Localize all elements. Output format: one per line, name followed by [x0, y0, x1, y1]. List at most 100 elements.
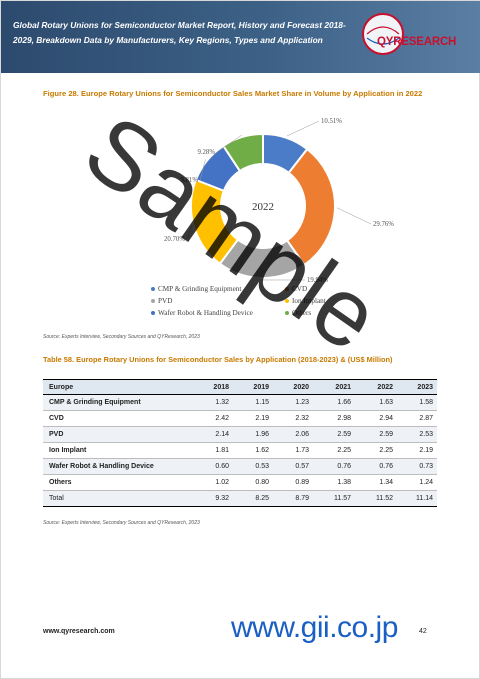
table-cell: 2.25 [355, 442, 397, 459]
donut-chart: 10.51% 29.76% 19.94% 20.70% 9.81% 9.28% 2022 [164, 118, 394, 284]
table-cell: 0.80 [233, 474, 273, 491]
legend-label: Wafer Robot & Handling Device [158, 309, 253, 317]
table-cell: 0.60 [193, 458, 233, 475]
table-row: CMP & Grinding Equipment 1.32 1.15 1.23 1.66… [43, 394, 437, 411]
legend-item: Ion Implant [285, 297, 326, 305]
table-cell: 2.19 [233, 410, 273, 427]
table-cell: 0.89 [273, 474, 313, 491]
legend-label: CVD [292, 285, 308, 293]
table-row: Others 1.02 0.80 0.89 1.38 1.34 1.24 [43, 474, 437, 491]
legend-label: Ion Implant [292, 297, 326, 305]
table-cell: 1.62 [233, 442, 273, 459]
table-cell: 2.98 [313, 410, 355, 427]
legend-label: Others [292, 309, 312, 317]
leader-line [216, 134, 242, 153]
leader-line [186, 226, 193, 240]
table-cell: 1.58 [397, 394, 437, 411]
leader-line [199, 159, 206, 181]
table-cell: 1.34 [355, 474, 397, 491]
row-label: Total [43, 490, 193, 507]
report-header: Global Rotary Unions for Semiconductor M… [1, 1, 480, 73]
table-cell: 1.23 [273, 394, 313, 411]
row-label: Others [43, 474, 193, 491]
table-cell: 2.87 [397, 410, 437, 427]
table-cell: 1.38 [313, 474, 355, 491]
table-cell: 1.73 [273, 442, 313, 459]
table-header-year: 2018 [193, 379, 233, 395]
table-cell: 2.59 [313, 426, 355, 443]
legend-swatch [151, 287, 155, 292]
row-label: CMP & Grinding Equipment [43, 394, 193, 411]
slice-percent-label: 29.76% [373, 221, 394, 228]
row-label: Wafer Robot & Handling Device [43, 458, 193, 475]
legend-item: CMP & Grinding Equipment [151, 285, 241, 293]
table-cell: 8.25 [233, 490, 273, 507]
table-header-year: 2019 [233, 379, 273, 395]
legend-swatch [151, 311, 155, 316]
table-row: CVD 2.42 2.19 2.32 2.98 2.94 2.87 [43, 410, 437, 427]
legend-swatch [285, 311, 289, 316]
row-label: Ion Implant [43, 442, 193, 459]
row-label: PVD [43, 426, 193, 443]
page-number: 42 [419, 628, 427, 635]
table-cell: 2.42 [193, 410, 233, 427]
table-cell: 11.14 [397, 490, 437, 507]
qyresearch-logo: QYRESEARCH [361, 12, 473, 60]
table-cell: 2.59 [355, 426, 397, 443]
legend-item: PVD [151, 297, 172, 305]
table-header-year: 2023 [397, 379, 437, 395]
table-cell: 0.57 [273, 458, 313, 475]
table-cell: 2.06 [273, 426, 313, 443]
table-row: PVD 2.14 1.96 2.06 2.59 2.59 2.53 [43, 426, 437, 443]
table-cell: 1.24 [397, 474, 437, 491]
legend-label: CMP & Grinding Equipment [158, 285, 242, 293]
table-row: Ion Implant 1.81 1.62 1.73 2.25 2.25 2.19 [43, 442, 437, 459]
table-caption: Table 58. Europe Rotary Unions for Semic… [43, 355, 393, 364]
table-cell: 1.15 [233, 394, 273, 411]
legend-swatch [285, 287, 289, 292]
slice-percent-label: 9.28% [197, 149, 215, 156]
table-cell: 2.32 [273, 410, 313, 427]
figure-source: Source: Experts Interview, Secondary Sou… [43, 334, 200, 340]
table-cell: 1.81 [193, 442, 233, 459]
table-cell: 11.52 [355, 490, 397, 507]
slice-percent-label: 10.51% [321, 118, 342, 125]
report-title: Global Rotary Unions for Semiconductor M… [13, 20, 346, 45]
table-source: Source: Experts Interview, Secondary Sou… [43, 520, 200, 526]
table-cell: 11.57 [313, 490, 355, 507]
slice-percent-label: 20.70% [164, 236, 185, 243]
table-cell: 8.79 [273, 490, 313, 507]
figure-caption: Figure 28. Europe Rotary Unions for Semi… [43, 89, 423, 98]
table-cell: 2.14 [193, 426, 233, 443]
logo-text: QYRESEARCH [377, 36, 457, 48]
table-cell: 2.53 [397, 426, 437, 443]
table-cell: 0.76 [313, 458, 355, 475]
table-header-year: 2022 [355, 379, 397, 395]
table-cell: 1.96 [233, 426, 273, 443]
table-cell: 9.32 [193, 490, 233, 507]
legend-item: Others [285, 309, 311, 317]
row-label: CVD [43, 410, 193, 427]
table-cell: 1.32 [193, 394, 233, 411]
table-cell: 1.66 [313, 394, 355, 411]
table-row: Wafer Robot & Handling Device 0.60 0.53 0.5… [43, 458, 437, 475]
center-year-label: 2022 [252, 201, 274, 213]
table-header-year: 2021 [313, 379, 355, 395]
donut-slice [285, 147, 336, 267]
slice-percent-label: 19.94% [307, 277, 328, 284]
table-cell: 2.25 [313, 442, 355, 459]
legend-item: Wafer Robot & Handling Device [151, 309, 253, 317]
table-header-region: Europe [43, 379, 193, 395]
table-cell: 2.94 [355, 410, 397, 427]
legend-item: CVD [285, 285, 307, 293]
table-header-row: Europe 2018 2019 2020 2021 2022 2023 [43, 379, 437, 395]
sales-table: Europe 2018 2019 2020 2021 2022 2023 CMP & Gri… [43, 379, 437, 507]
leader-line [286, 120, 320, 137]
legend-label: PVD [158, 297, 173, 305]
table-cell: 1.02 [193, 474, 233, 491]
table-cell: 1.63 [355, 394, 397, 411]
table-cell: 2.19 [397, 442, 437, 459]
table-cell: 0.73 [397, 458, 437, 475]
footer-url[interactable]: www.qyresearch.com [43, 628, 115, 635]
